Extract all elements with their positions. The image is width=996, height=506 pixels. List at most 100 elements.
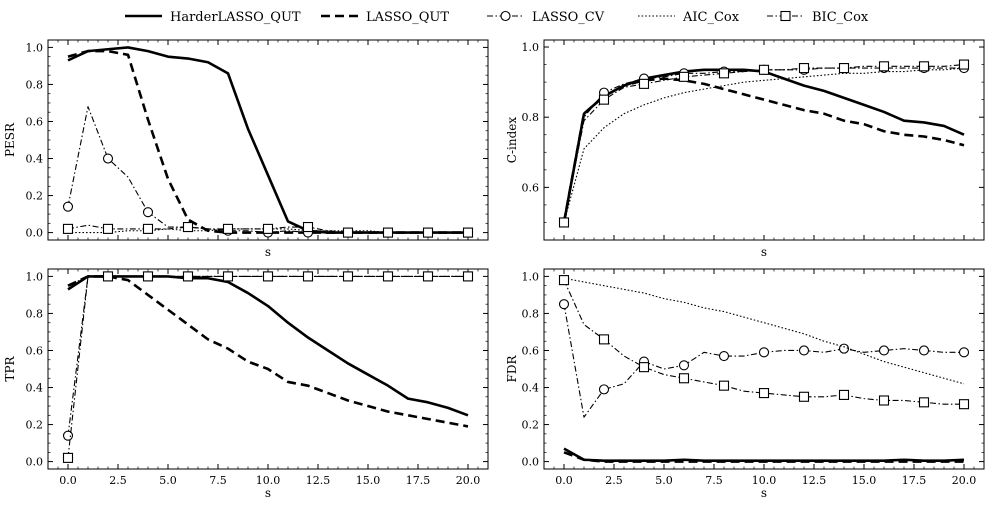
y-tick-label: 0.8 bbox=[26, 307, 44, 320]
legend-entry-harderlasso-qut: HarderLASSO_QUT bbox=[125, 10, 301, 25]
legend-entry-aic-cox: AIC_Cox bbox=[638, 10, 740, 25]
series-line-lasso-qut bbox=[562, 77, 965, 223]
point-bic-cox bbox=[182, 271, 194, 282]
point-bic-cox bbox=[302, 221, 314, 233]
series-line-harderlasso-qut bbox=[562, 68, 965, 223]
point-bic-cox bbox=[678, 71, 690, 82]
x-axis-label: s bbox=[265, 486, 271, 500]
point-bic-cox bbox=[342, 227, 354, 238]
point-bic-cox bbox=[638, 78, 650, 89]
point-bic-cox bbox=[262, 223, 274, 234]
point-bic-cox bbox=[222, 223, 234, 234]
series-line-lasso-qut bbox=[67, 275, 469, 428]
legend-label-lasso-cv: LASSO_CV bbox=[532, 10, 605, 25]
point-bic-cox bbox=[598, 334, 610, 345]
y-tick-label: 1.0 bbox=[26, 270, 44, 283]
x-tick-label: 2.5 bbox=[109, 474, 127, 487]
y-tick-label: 0.4 bbox=[26, 382, 44, 395]
series-line-bic-cox bbox=[563, 64, 965, 223]
point-bic-cox bbox=[838, 63, 850, 74]
x-tick-label: 5.0 bbox=[159, 474, 177, 487]
y-tick-label: 1.0 bbox=[522, 270, 540, 283]
plot-frame bbox=[543, 268, 985, 470]
y-tick-label: 0.2 bbox=[26, 190, 44, 203]
panel-fdr: 0.0 2.5 5.0 7.5 10.0 12.5 15.0 17.5 20.0 0.0 0.2 0.… bbox=[505, 268, 985, 500]
legend-entry-lasso-cv: LASSO_CV bbox=[487, 10, 605, 25]
x-tick-label: 7.5 bbox=[209, 474, 227, 487]
legend-label-aic-cox: AIC_Cox bbox=[682, 10, 740, 25]
x-tick-label: 20.0 bbox=[952, 474, 977, 487]
panel-cindex: 0.6 0.8 1.0 s C-index bbox=[505, 39, 985, 259]
x-tick-label: 17.5 bbox=[902, 474, 927, 487]
point-bic-cox bbox=[958, 399, 970, 410]
point-bic-cox bbox=[62, 452, 74, 463]
point-bic-cox bbox=[558, 275, 570, 286]
x-tick-label: 12.5 bbox=[802, 474, 827, 487]
point-bic-cox bbox=[558, 217, 570, 228]
x-tick-label: 15.0 bbox=[852, 474, 877, 487]
y-axis-label: C-index bbox=[505, 117, 519, 164]
series-line-lasso-qut bbox=[67, 49, 468, 234]
x-tick-label: 20.0 bbox=[456, 474, 481, 487]
x-tick-label: 7.5 bbox=[705, 474, 723, 487]
x-tick-label: 15.0 bbox=[356, 474, 381, 487]
point-bic-cox bbox=[262, 271, 274, 282]
y-tick-label: 0.6 bbox=[26, 115, 44, 128]
point-lasso-cv bbox=[878, 345, 890, 356]
series-line-lasso-cv bbox=[67, 106, 468, 234]
point-lasso-cv bbox=[958, 347, 970, 358]
point-bic-cox bbox=[142, 223, 154, 234]
x-tick-label: 0.0 bbox=[59, 474, 77, 487]
x-tick-label: 10.0 bbox=[256, 474, 281, 487]
point-bic-cox bbox=[462, 227, 474, 238]
y-tick-label: 0.8 bbox=[522, 111, 540, 124]
series-line-harderlasso-qut bbox=[67, 46, 468, 234]
plot-frame bbox=[47, 39, 489, 241]
point-lasso-cv bbox=[102, 153, 114, 164]
point-bic-cox bbox=[878, 395, 890, 406]
point-bic-cox bbox=[758, 388, 770, 399]
point-bic-cox bbox=[718, 68, 730, 79]
y-tick-label: 0.0 bbox=[26, 456, 44, 469]
point-lasso-cv bbox=[798, 345, 810, 356]
point-bic-cox bbox=[342, 271, 354, 282]
y-axis-label: PESR bbox=[3, 122, 17, 157]
point-bic-cox bbox=[878, 61, 890, 72]
x-tick-label: 5.0 bbox=[655, 474, 673, 487]
series-line-bic-cox bbox=[563, 279, 964, 405]
point-lasso-cv bbox=[598, 384, 610, 395]
series-line-bic-cox bbox=[67, 275, 468, 458]
x-axis-label: s bbox=[761, 245, 767, 259]
y-axis-label: TPR bbox=[3, 355, 17, 381]
point-bic-cox bbox=[182, 221, 194, 233]
legend-entry-bic-cox: BIC_Cox bbox=[767, 10, 869, 25]
y-tick-label: 0.6 bbox=[522, 181, 540, 194]
series-line-harderlasso-qut bbox=[563, 447, 965, 462]
y-tick-label: 0.0 bbox=[26, 227, 44, 240]
point-bic-cox bbox=[302, 271, 314, 282]
x-tick-label: 10.0 bbox=[752, 474, 777, 487]
x-tick-label: 17.5 bbox=[406, 474, 431, 487]
point-bic-cox bbox=[142, 271, 154, 282]
point-bic-cox bbox=[598, 94, 610, 105]
point-bic-cox bbox=[758, 64, 770, 75]
point-lasso-cv bbox=[62, 201, 74, 212]
point-lasso-cv bbox=[678, 360, 690, 371]
legend-label-bic-cox: BIC_Cox bbox=[812, 10, 869, 25]
point-bic-cox bbox=[918, 61, 930, 72]
series-line-lasso-cv bbox=[563, 304, 964, 418]
y-tick-label: 0.2 bbox=[26, 419, 44, 432]
legend-marker-circle bbox=[500, 10, 511, 22]
panel-pesr: 0.0 0.2 0.4 0.6 0.8 1.0 s PESR bbox=[3, 39, 489, 259]
x-tick-label: 0.0 bbox=[555, 474, 573, 487]
point-bic-cox bbox=[918, 397, 930, 408]
legend-marker-square bbox=[780, 10, 791, 22]
point-bic-cox bbox=[678, 373, 690, 384]
point-bic-cox bbox=[798, 391, 810, 402]
point-bic-cox bbox=[382, 271, 394, 282]
series-line-lasso-qut bbox=[563, 451, 964, 463]
y-tick-label: 0.6 bbox=[26, 344, 44, 357]
y-tick-label: 0.2 bbox=[522, 419, 540, 432]
y-tick-label: 0.8 bbox=[522, 307, 540, 320]
